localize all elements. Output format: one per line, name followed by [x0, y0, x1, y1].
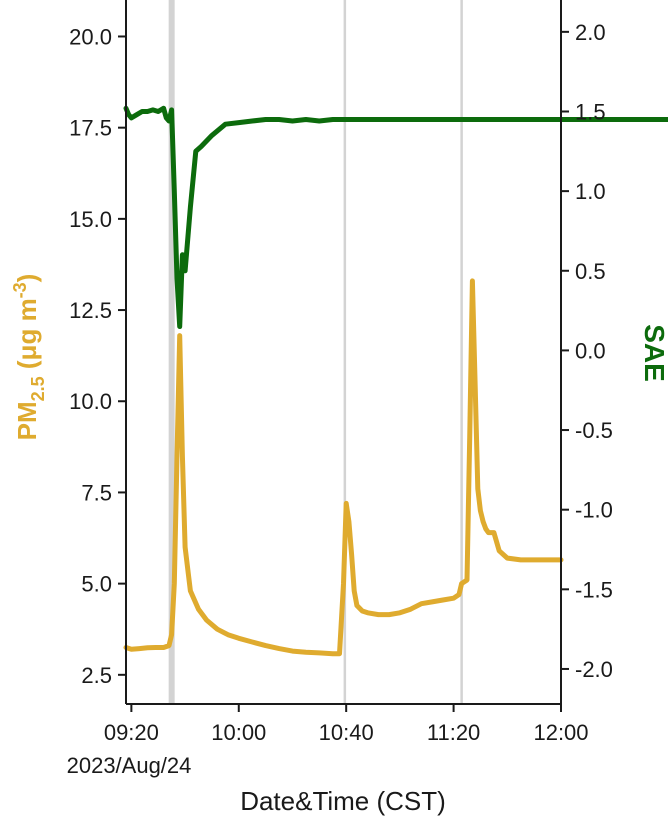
right-y-tick-label: -1.5: [575, 577, 613, 602]
x-tick-label: 11:20: [427, 720, 480, 745]
right-y-tick-label: 2.0: [575, 20, 606, 45]
right-y-tick-label: 0.5: [575, 259, 606, 284]
left-y-tick-label: 7.5: [81, 480, 112, 505]
left-y-tick-label: 2.5: [81, 663, 112, 688]
left-y-tick-label: 15.0: [69, 207, 112, 232]
pm25-series-line: [123, 278, 564, 657]
x-tick-label: 09:20: [104, 720, 159, 745]
x-tick-label: 10:00: [211, 720, 266, 745]
tick-marks-and-labels: 2.5 5.0 7.5 10.0 12.5 15.0 17.5 20.0 -2.0 -1.5 -1.…: [69, 20, 613, 745]
left-y-axis-title: PM2.5 (μg m-3): [10, 274, 48, 441]
left-y-tick-label: 20.0: [69, 24, 112, 49]
left-y-tick-label: 5.0: [81, 572, 112, 597]
sae-series-line: [123, 105, 668, 329]
left-y-tick-label: 17.5: [69, 116, 112, 141]
data-series: [123, 105, 668, 657]
ylabel-left-unit-post: ): [12, 274, 42, 283]
ylabel-left-unit-pre: (μg m: [12, 298, 42, 376]
right-y-axis-title: SAE: [639, 324, 668, 382]
x-tick-label: 10:40: [319, 720, 374, 745]
left-y-tick-label: 10.0: [69, 389, 112, 414]
x-tick-label: 12:00: [533, 720, 588, 745]
ylabel-left-superscript: -3: [10, 282, 30, 298]
ylabel-left-subscript: 2.5: [28, 376, 48, 401]
x-axis-title: Date&Time (CST): [240, 786, 446, 816]
x-axis-date-label: 2023/Aug/24: [67, 753, 192, 778]
right-y-tick-label: -2.0: [575, 657, 613, 682]
ylabel-left-base: PM: [12, 401, 42, 440]
right-y-tick-label: -0.5: [575, 418, 613, 443]
right-y-tick-label: -1.0: [575, 498, 613, 523]
right-y-tick-label: 1.5: [575, 99, 606, 124]
left-y-tick-label: 12.5: [69, 298, 112, 323]
right-y-tick-label: 0.0: [575, 338, 606, 363]
right-y-tick-label: 1.0: [575, 179, 606, 204]
event-vertical-lines: [168, 0, 463, 704]
axes: [125, 0, 562, 705]
